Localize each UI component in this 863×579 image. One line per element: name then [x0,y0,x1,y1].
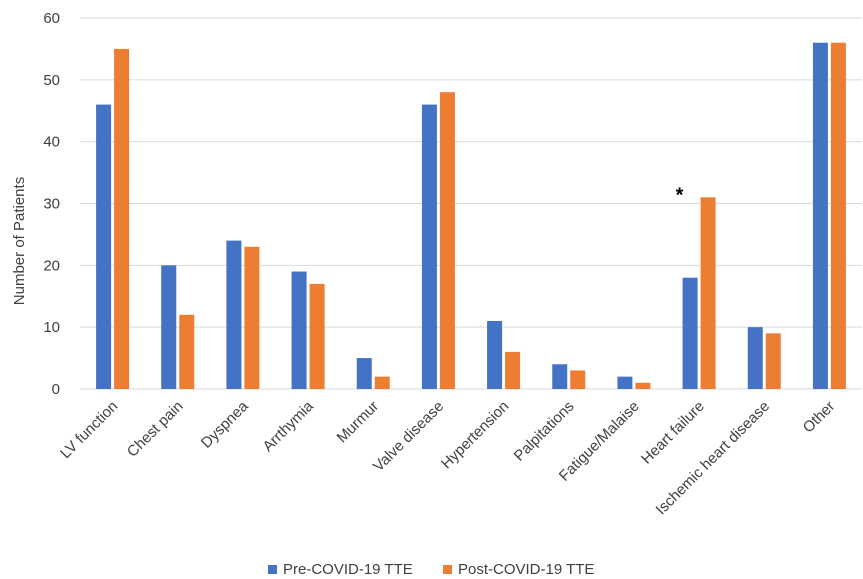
legend-label-post: Post-COVID-19 TTE [458,561,594,578]
bar-pre-2 [226,240,242,389]
x-axis-category-labels: LV function Chest pain Dyspnea Arrthymia Mur… [57,397,838,518]
bar-post-9 [700,197,716,389]
bar-pre-3 [291,271,307,389]
x-category-label: Dyspnea [198,397,252,451]
bar-post-6 [505,351,521,389]
bar-pre-11 [812,42,828,389]
bar-pre-10 [747,327,763,389]
bar-post-4 [374,376,390,389]
x-category-label: Murmur [334,398,383,447]
bar-pre-0 [96,104,112,390]
legend-swatch-post [443,565,452,574]
legend-label-pre: Pre-COVID-19 TTE [283,561,413,578]
bar-post-5 [439,92,455,389]
y-tick-label: 40 [43,134,60,151]
gridlines [80,17,862,390]
legend-swatch-pre [268,565,277,574]
x-category-label: Palpitations [511,398,578,465]
y-tick-label: 30 [43,196,60,213]
bar-post-10 [765,333,781,389]
significance-annotation: * [676,184,684,206]
x-category-label: Arrthymia [260,397,318,455]
x-category-label: LV function [57,398,121,462]
bar-pre-7 [552,364,568,389]
bars [96,42,846,390]
y-tick-label: 10 [43,319,60,336]
bar-pre-6 [487,320,503,389]
x-category-label: Other [800,398,839,437]
bar-post-1 [179,314,195,389]
bar-pre-5 [421,104,437,390]
annotations: * [676,184,684,206]
bar-post-11 [830,42,846,389]
y-tick-label: 50 [43,72,60,89]
legend: Pre-COVID-19 TTE Post-COVID-19 TTE [268,561,594,578]
y-tick-label: 20 [43,257,60,274]
bar-post-2 [244,246,260,389]
x-category-label: Heart failure [638,398,708,468]
y-tick-label: 60 [43,10,60,27]
y-axis-ticks: 0 10 20 30 40 50 60 [43,10,60,398]
x-category-label: Hypertension [438,398,513,473]
bar-pre-1 [161,265,177,389]
x-category-label: Ischemic heart disease [653,398,773,518]
bar-post-8 [635,382,651,389]
bar-pre-8 [617,376,633,389]
x-category-label: Chest pain [124,398,187,461]
bar-post-7 [570,370,586,389]
y-tick-label: 0 [52,381,60,398]
y-axis-title: Number of Patients [11,177,28,305]
bar-post-3 [309,283,325,389]
bar-pre-4 [356,358,372,389]
bar-pre-9 [682,277,698,389]
bar-post-0 [114,48,130,390]
